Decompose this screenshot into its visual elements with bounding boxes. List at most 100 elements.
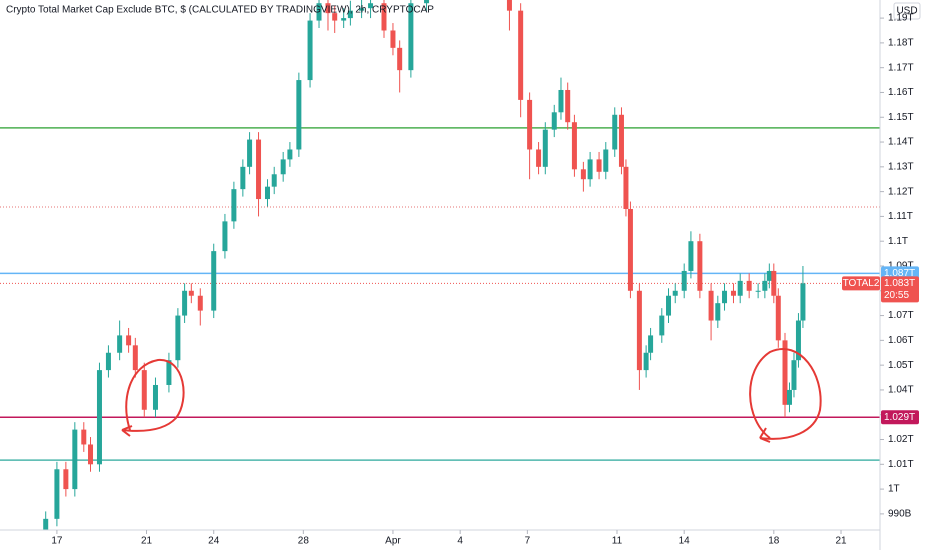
candle-body xyxy=(408,3,414,71)
candle-body xyxy=(551,112,557,130)
candle-body xyxy=(596,159,602,172)
level-price-label: 1.029T xyxy=(884,412,915,423)
candle-body xyxy=(197,295,203,311)
candle-body xyxy=(341,18,347,21)
candle-body xyxy=(307,20,313,81)
candle-body xyxy=(648,335,654,353)
candle-body xyxy=(681,270,687,291)
candle-body xyxy=(580,169,586,180)
candle-body xyxy=(565,89,571,123)
candle-body xyxy=(424,0,430,4)
candle-body xyxy=(397,47,403,71)
candle-body xyxy=(72,429,78,490)
candle-body xyxy=(332,13,338,21)
candle-body xyxy=(697,241,703,291)
y-tick-label: 990B xyxy=(888,509,912,520)
candle-body xyxy=(766,270,772,281)
candle-body xyxy=(722,290,728,304)
x-tick-label: 4 xyxy=(457,536,463,547)
y-tick-label: 1.15T xyxy=(888,112,914,123)
candle-body xyxy=(791,360,797,390)
y-tick-label: 1.1T xyxy=(888,236,908,247)
candle-body xyxy=(643,352,649,371)
candle-body xyxy=(612,114,618,150)
level-price-badge xyxy=(881,410,919,425)
candle-body xyxy=(571,122,577,170)
x-tick-label: 21 xyxy=(141,536,153,547)
candle-body xyxy=(730,290,736,296)
candle-body xyxy=(688,241,694,271)
y-tick-label: 1.17T xyxy=(888,62,914,73)
candle-body xyxy=(316,3,322,21)
candle-body xyxy=(800,283,806,321)
plot-area xyxy=(0,0,880,530)
candle-body xyxy=(755,290,761,292)
y-tick-label: 1.16T xyxy=(888,87,914,98)
candle-body xyxy=(558,89,564,113)
candle-body xyxy=(43,518,49,530)
candle-body xyxy=(518,10,524,100)
y-tick-label: 1.09T xyxy=(888,261,914,272)
currency-badge[interactable] xyxy=(893,2,921,20)
candle-body xyxy=(527,99,533,150)
candle-body xyxy=(771,270,777,296)
currency: USD xyxy=(896,6,917,17)
candle-body xyxy=(166,360,172,385)
symbol-label: TOTAL2 xyxy=(843,278,880,289)
y-tick-label: 1.04T xyxy=(888,385,914,396)
y-tick-label: 1.02T xyxy=(888,434,914,445)
candle-body xyxy=(325,3,331,14)
candle-body xyxy=(222,221,228,252)
candle-body xyxy=(782,340,788,405)
candle-body xyxy=(188,290,194,296)
drawn-circle xyxy=(749,348,822,440)
candle-body xyxy=(506,0,512,11)
x-tick-label: 18 xyxy=(768,536,780,547)
y-tick-label: 1T xyxy=(888,484,900,495)
y-tick-label: 1.12T xyxy=(888,186,914,197)
candle-body xyxy=(175,315,181,361)
y-tick-label: 1.11T xyxy=(888,211,913,222)
candle-body xyxy=(623,166,629,209)
x-tick-label: 21 xyxy=(835,536,847,547)
candle-body xyxy=(347,10,353,19)
last-price-badge xyxy=(881,276,919,303)
candle-body xyxy=(708,290,714,321)
drawn-circle xyxy=(121,358,185,432)
annotation-drawings xyxy=(121,348,822,443)
candle-body xyxy=(672,290,678,296)
y-tick-label: 1.06T xyxy=(888,335,914,346)
candle-body xyxy=(152,384,158,410)
chart-title: Crypto Total Market Cap Exclude BTC, $ (… xyxy=(6,5,434,16)
candle-body xyxy=(280,159,286,175)
candle-body xyxy=(96,370,102,465)
candle-body xyxy=(211,251,217,311)
candle-body xyxy=(795,320,801,361)
y-tick-label: 1.13T xyxy=(888,161,914,172)
candle-body xyxy=(81,429,87,445)
candle-body xyxy=(368,3,374,9)
x-tick-label: 11 xyxy=(612,536,623,547)
symbol-badge xyxy=(842,276,880,291)
candle-body xyxy=(715,303,721,321)
candle-body xyxy=(54,469,60,519)
candle-body xyxy=(659,315,665,336)
candle-body xyxy=(636,290,642,371)
candle-body xyxy=(786,389,792,405)
candle-body xyxy=(63,469,69,490)
candle-body xyxy=(264,186,270,200)
candle-body xyxy=(231,189,237,222)
candle-body xyxy=(271,174,277,187)
x-tick-label: 28 xyxy=(298,536,310,547)
candle-body xyxy=(627,208,633,291)
drawn-arrow xyxy=(121,425,133,437)
countdown: 20:55 xyxy=(884,290,909,301)
candle-body xyxy=(666,295,672,316)
candle-body xyxy=(126,335,132,346)
x-tick-label: 7 xyxy=(525,536,531,547)
candle-body xyxy=(182,290,188,316)
candle-body xyxy=(390,30,396,48)
candle-body xyxy=(603,149,609,172)
